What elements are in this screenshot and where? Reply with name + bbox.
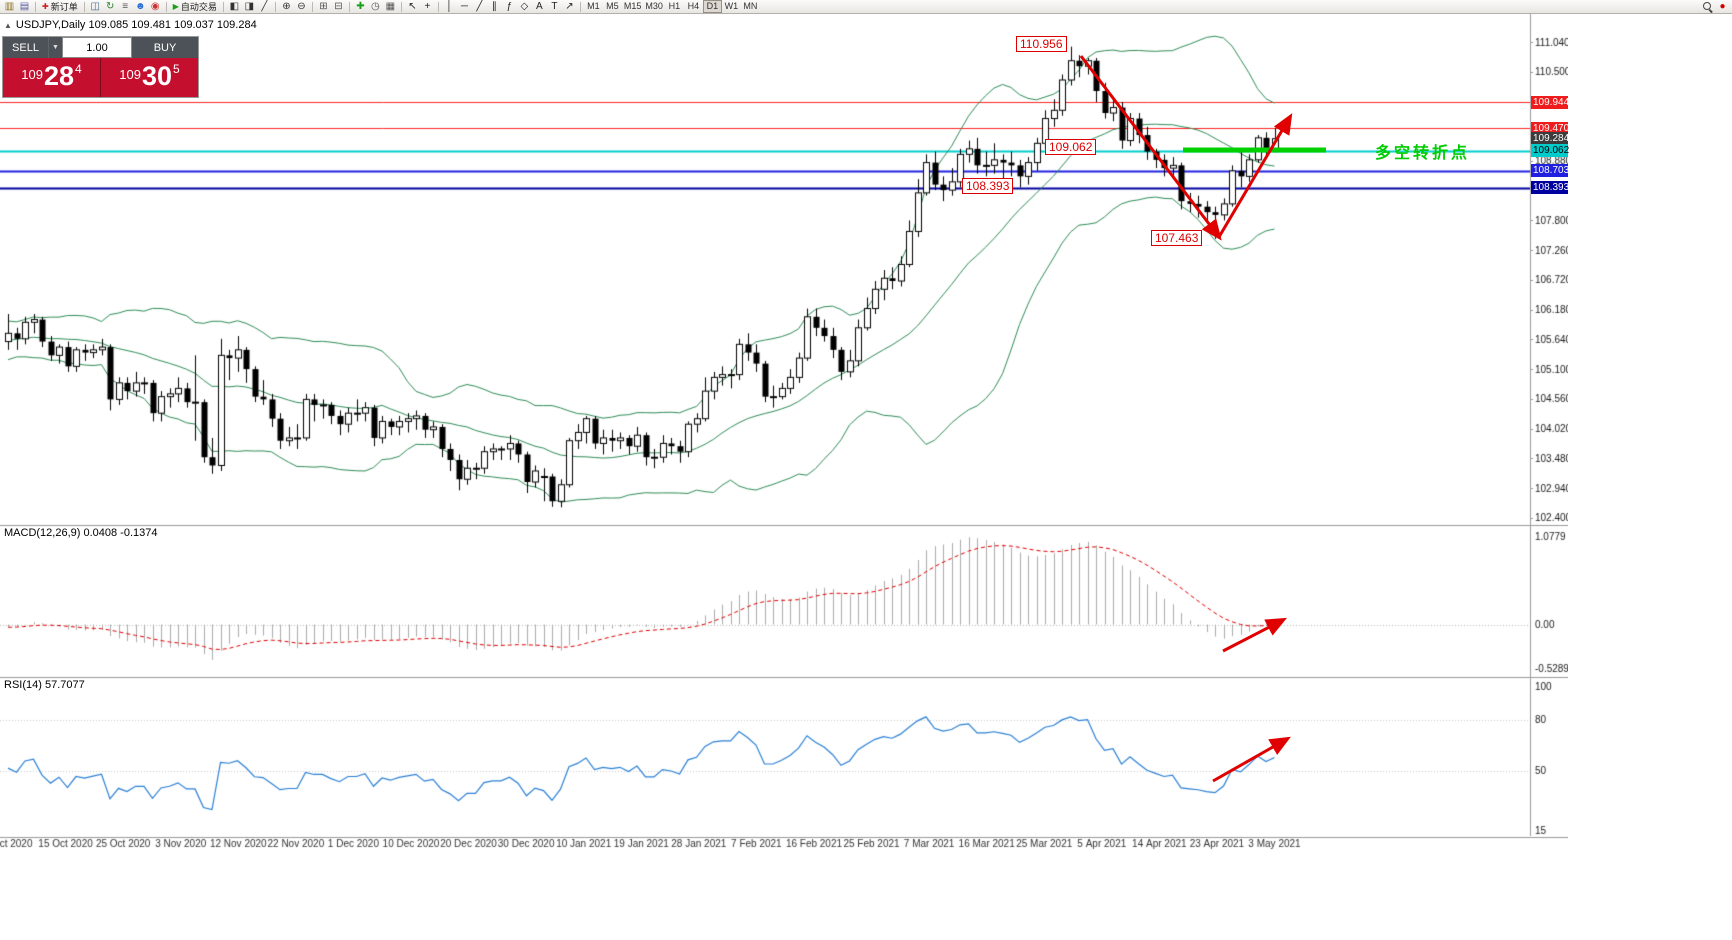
timeframe-d1[interactable]: D1 [702, 0, 722, 13]
timeframe-m30[interactable]: M30 [645, 1, 663, 11]
toolbar-separator [579, 1, 581, 12]
buy-price[interactable]: 109 30 5 [101, 58, 198, 97]
toolbar-separator [348, 1, 350, 12]
zoom-in-icon[interactable]: ⊕ [282, 1, 291, 12]
refresh-icon[interactable]: ↻ [106, 1, 115, 12]
one-click-collapse-icon[interactable]: ▲ [4, 20, 12, 30]
periods-icon[interactable]: ◷ [371, 1, 380, 12]
vertical-line-icon[interactable]: │ [446, 1, 453, 12]
community-icon[interactable]: ☻ [134, 1, 146, 12]
timeframe-mn[interactable]: MN [743, 1, 758, 11]
toolbar-separator [311, 1, 313, 12]
indicators-icon[interactable]: ✚ [356, 1, 365, 12]
one-click-trading-panel: SELL ▼ BUY 109 28 4 109 30 5 [2, 36, 199, 98]
channel-icon[interactable]: ∥ [491, 1, 497, 12]
timeframe-w1[interactable]: W1 [724, 1, 739, 11]
line-chart-icon[interactable]: ╱ [261, 1, 268, 12]
new-order-button-label: 新订单 [50, 2, 78, 12]
buy-price-pip: 5 [173, 62, 180, 76]
candlestick-chart-icon[interactable]: ◨ [244, 1, 255, 12]
horizontal-line-icon[interactable]: ─ [460, 1, 468, 12]
buy-price-big: 30 [141, 61, 173, 91]
chevron-down-icon: ▼ [52, 44, 59, 51]
timeframe-h1[interactable]: H1 [668, 1, 681, 11]
cascade-windows-icon[interactable]: ⊟ [334, 1, 343, 12]
trendline-icon[interactable]: ╱ [476, 1, 483, 12]
timeframe-m1[interactable]: M1 [587, 1, 600, 11]
buy-price-prefix: 109 [119, 67, 141, 82]
cursor-icon[interactable]: ↖ [408, 1, 417, 12]
timeframe-m15[interactable]: M15 [623, 1, 642, 11]
text-icon[interactable]: A [536, 1, 543, 12]
search-icon[interactable] [1700, 0, 1715, 13]
sell-price[interactable]: 109 28 4 [3, 58, 100, 97]
toolbar-separator [437, 1, 439, 12]
text-label-icon[interactable]: T [551, 1, 558, 12]
price-divider [100, 58, 101, 97]
autotrade-play-icon: ▶ [172, 2, 179, 11]
chart-prof iles-icon[interactable]: ▤ [19, 1, 30, 12]
sell-button[interactable]: SELL [12, 41, 39, 54]
shapes-icon[interactable]: ◇ [520, 1, 529, 12]
macd-indicator-label: MACD(12,26,9) 0.0408 -0.1374 [4, 527, 158, 539]
tile-windows-icon[interactable]: ⊞ [319, 1, 328, 12]
whatsnew-icon[interactable]: ● [1719, 1, 1726, 12]
volume-input[interactable] [62, 37, 132, 58]
toolbar-separator [222, 1, 224, 12]
new-chart-icon[interactable]: ▥ [4, 1, 15, 12]
ohlc-text: USDJPY,Daily 109.085 109.481 109.037 109… [15, 19, 257, 31]
rsi-indicator-label: RSI(14) 57.7077 [4, 679, 85, 691]
toolbar-separator [165, 1, 167, 12]
new-order-button[interactable]: ✚ 新订单 [39, 0, 81, 13]
sell-price-prefix: 109 [21, 67, 43, 82]
auto-trading-button[interactable]: ▶ 自动交易 [170, 0, 220, 13]
timeframe-m5[interactable]: M5 [606, 1, 619, 11]
chart-plot[interactable] [0, 14, 1568, 852]
sell-price-pip: 4 [75, 62, 82, 76]
arrows-tool-icon[interactable]: ↗ [565, 1, 574, 12]
toolbar-separator [274, 1, 276, 12]
auto-trading-button-label: 自动交易 [180, 2, 217, 12]
crosshair-icon[interactable]: + [424, 1, 431, 12]
sell-price-big: 28 [43, 61, 75, 91]
fibonacci-icon[interactable]: ƒ [506, 1, 513, 12]
zoom-out-icon[interactable]: ⊖ [297, 1, 306, 12]
toolbar: ▥ ▤ ✚ 新订单 ◫ ↻ ≡ ☻ ◉ ▶ 自动交易 ◧ ◨ ╱ ⊕ ⊖ ⊞ ⊟ ✚ ◷ ▦ ↖ + │ ─ ╱ ∥ ƒ ◇ A T ↗ M1 M… [0, 0, 1732, 14]
templates-icon[interactable]: ▦ [385, 1, 396, 12]
chart-window-icon[interactable]: ◫ [90, 1, 100, 12]
bar-chart-icon[interactable]: ◧ [229, 1, 240, 12]
toolbar-separator [83, 1, 85, 12]
chart-ohlc-info: ▲ USDJPY,Daily 109.085 109.481 109.037 1… [4, 19, 257, 31]
depth-of-market-icon[interactable]: ≡ [122, 1, 129, 12]
toolbar-separator [35, 1, 36, 12]
order-options-dropdown[interactable]: ▼ [48, 37, 62, 58]
alerts-icon[interactable]: ◉ [150, 1, 160, 12]
timeframe-h4[interactable]: H4 [687, 1, 700, 11]
new-order-icon: ✚ [42, 2, 49, 11]
toolbar-separator [400, 1, 402, 12]
buy-button[interactable]: BUY [153, 41, 177, 54]
